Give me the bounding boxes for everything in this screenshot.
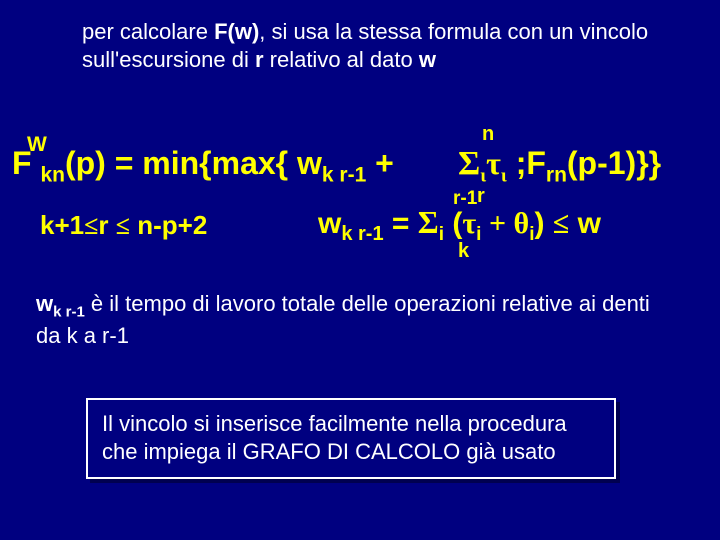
weq-eq: =	[384, 207, 418, 240]
w-definition-formula: r-1 wk r-1 = Σi (τi + θi) ≤ w k	[318, 190, 718, 260]
formula-upper-n: n	[482, 123, 494, 146]
le-icon: ≤	[116, 211, 130, 240]
sigma-icon: Σ	[418, 204, 439, 240]
formula-plus: +	[366, 145, 394, 181]
formula-frn-f: F	[526, 145, 546, 181]
formula-f: F	[12, 145, 32, 181]
formula-main-line: F kn(p) = min{max{ wk r-1 +	[12, 145, 394, 187]
le-icon: ≤	[84, 211, 98, 240]
formula-sub-kn: kn	[40, 163, 65, 186]
note-wkr: wk r-1	[36, 291, 85, 316]
note-w-sub: k r-1	[53, 303, 85, 320]
intro-text-1: per calcolare	[82, 19, 214, 44]
formula-tau: τ	[486, 145, 501, 181]
formula-frn-sub: rn	[546, 163, 567, 186]
le-icon: ≤	[553, 207, 569, 240]
intro-text-3: relativo al dato	[264, 47, 419, 72]
intro-paragraph: per calcolare F(w), si usa la stessa for…	[82, 18, 652, 73]
weq-plus: +	[481, 207, 513, 240]
note-rest: è il tempo di lavoro totale delle operaz…	[36, 291, 650, 348]
weq-w-sub: k r-1	[341, 223, 383, 245]
formula-frn-end: (p-1)}}	[567, 145, 661, 181]
footer-box-wrap: Il vincolo si inserisce facilmente nella…	[86, 398, 616, 479]
weq-tau: τ	[462, 207, 476, 240]
intro-fw: F(w)	[214, 19, 259, 44]
weq-rp: )	[535, 207, 553, 240]
footer-box: Il vincolo si inserisce facilmente nella…	[86, 398, 616, 479]
weq-w-right: w	[569, 207, 601, 240]
constraint-a: k+1	[40, 210, 84, 240]
weq-w: w	[318, 207, 341, 240]
note-w: w	[36, 291, 53, 316]
formula-sub-kr1: k r-1	[322, 163, 366, 186]
sigma-icon: Σ	[458, 145, 480, 182]
formula-semi: ;	[507, 145, 527, 181]
formula-tail: Σιτι ;Frn(p-1)}}	[458, 145, 661, 187]
weq-lp: (	[444, 207, 462, 240]
constraint-inequality: k+1≤r ≤ n-p+2	[40, 210, 207, 241]
weq-theta: θ	[514, 207, 530, 240]
constraint-c: n-p+2	[130, 210, 207, 240]
intro-r: r	[255, 47, 264, 72]
note-paragraph: wk r-1 è il tempo di lavoro totale delle…	[36, 290, 676, 350]
intro-w: w	[419, 47, 436, 72]
weq-lower-k: k	[458, 240, 469, 263]
constraint-b: r	[98, 210, 115, 240]
footer-box-text: Il vincolo si inserisce facilmente nella…	[102, 411, 567, 464]
formula-mid: (p) = min{max{ w	[65, 145, 322, 181]
